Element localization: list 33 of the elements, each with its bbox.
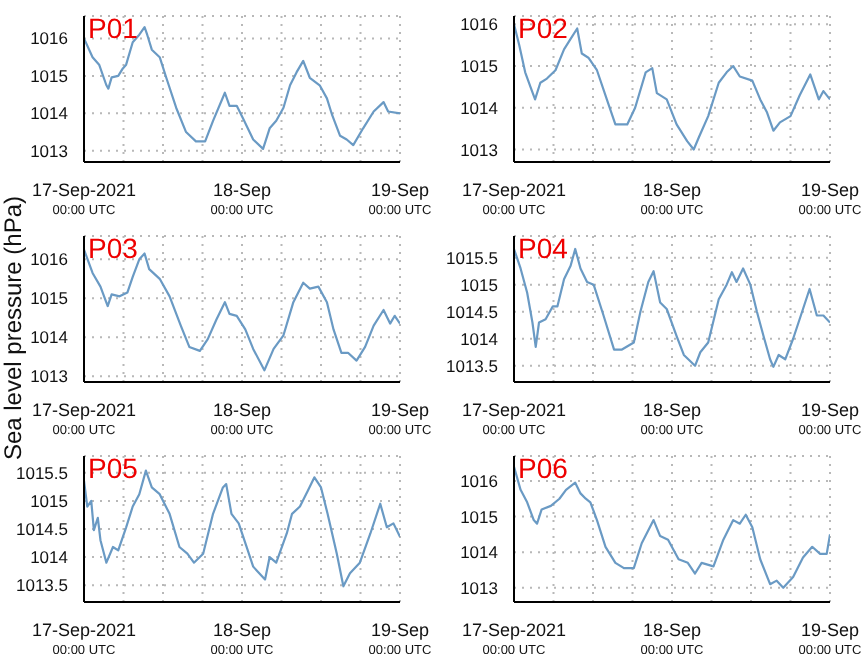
y-tick-label: 1014 xyxy=(30,327,69,348)
chart-title: P06 xyxy=(518,452,568,484)
y-tick-label: 1015 xyxy=(460,506,499,527)
chart-title: P05 xyxy=(88,452,138,484)
y-tick-label: 1015 xyxy=(30,490,69,511)
y-tick-label: 1013 xyxy=(30,366,69,387)
y-tick-label: 1014 xyxy=(30,103,69,124)
y-tick-label: 1016 xyxy=(30,28,69,49)
y-tick-label: 1015 xyxy=(460,274,499,295)
y-tick-label: 1014 xyxy=(460,97,499,118)
y-tick-label: 1014 xyxy=(460,542,499,563)
y-tick-label: 1015 xyxy=(30,65,69,86)
chart-title: P02 xyxy=(518,12,568,44)
y-tick-label: 1016 xyxy=(30,249,69,270)
y-tick-label: 1016 xyxy=(460,14,499,35)
y-tick-label: 1013.5 xyxy=(446,355,499,376)
y-axis-title: Sea level pressure (hPa) xyxy=(0,195,27,461)
y-tick-label: 1015.5 xyxy=(446,247,499,268)
y-tick-label: 1016 xyxy=(460,470,499,491)
y-tick-label: 1014 xyxy=(30,547,69,568)
y-tick-label: 1013 xyxy=(460,577,499,598)
y-tick-label: 1015 xyxy=(460,56,499,77)
y-tick-label: 1015.5 xyxy=(16,462,69,483)
chart-title: P01 xyxy=(88,12,138,44)
y-tick-label: 1014.5 xyxy=(446,301,499,322)
y-tick-label: 1015 xyxy=(30,288,69,309)
y-tick-label: 1013 xyxy=(30,140,69,161)
chart-title: P04 xyxy=(518,232,568,264)
y-tick-label: 1014 xyxy=(460,328,499,349)
y-tick-label: 1013 xyxy=(460,139,499,160)
y-tick-label: 1014.5 xyxy=(16,519,69,540)
y-tick-label: 1013.5 xyxy=(16,575,69,596)
chart-title: P03 xyxy=(88,232,138,264)
